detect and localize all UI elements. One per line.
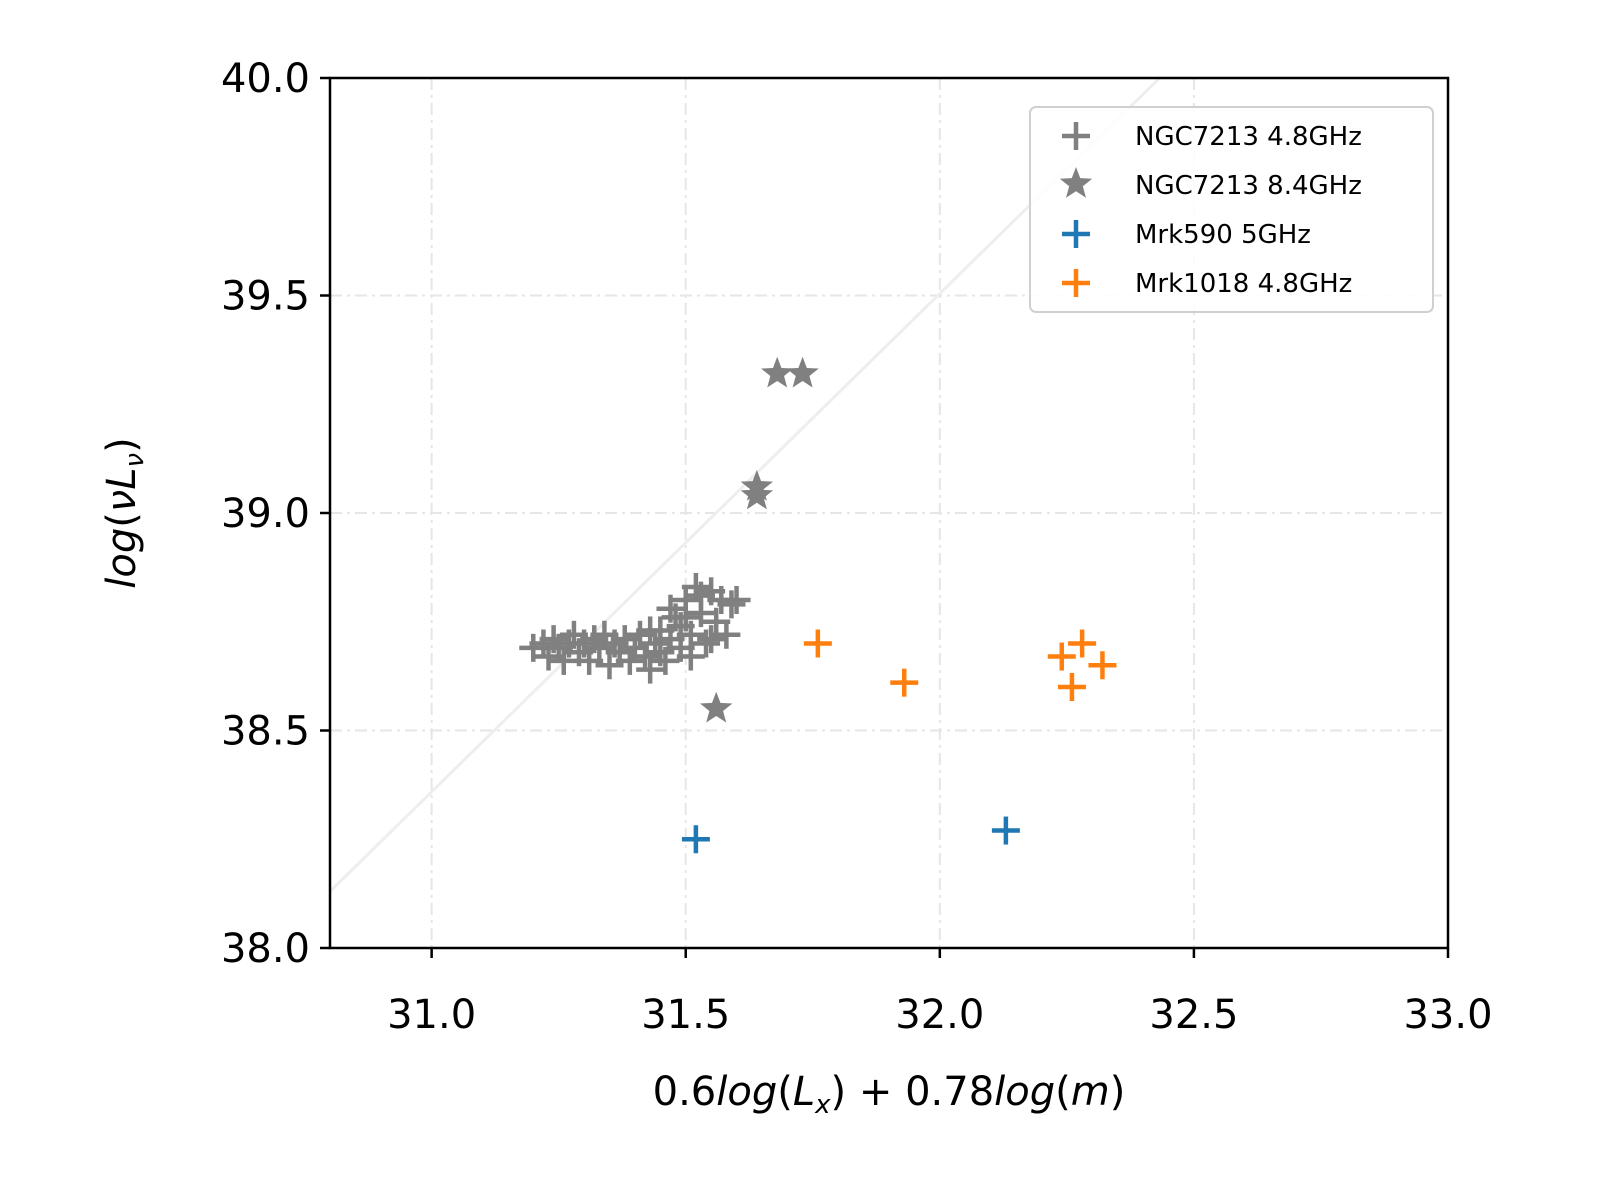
series-1-point bbox=[761, 356, 794, 388]
x-tick-label: 33.0 bbox=[1403, 992, 1492, 1038]
series-1-point bbox=[700, 691, 733, 723]
legend-label: NGC7213 4.8GHz bbox=[1135, 122, 1362, 152]
series-2-point bbox=[991, 816, 1020, 845]
legend-marker-star bbox=[1059, 167, 1093, 198]
series-3-point bbox=[1047, 642, 1076, 671]
legend-marker-plus bbox=[1062, 269, 1090, 297]
legend-entry: Mrk1018 4.8GHz bbox=[1062, 269, 1352, 299]
y-tick-label: 38.0 bbox=[221, 926, 310, 972]
legend-box bbox=[1029, 106, 1434, 313]
series-0-point bbox=[636, 655, 665, 684]
legend-entry: NGC7213 8.4GHz bbox=[1059, 167, 1362, 201]
series-2-point bbox=[681, 825, 710, 854]
series-0-point bbox=[717, 590, 746, 619]
series-1-point bbox=[786, 356, 819, 388]
legend-label: NGC7213 8.4GHz bbox=[1135, 171, 1362, 201]
x-tick-label: 32.0 bbox=[895, 992, 984, 1038]
y-tick-label: 40.0 bbox=[221, 56, 310, 102]
series-0-point bbox=[712, 620, 741, 649]
series-3-point bbox=[1088, 651, 1117, 680]
series-0-point bbox=[585, 633, 614, 662]
y-tick-label: 38.5 bbox=[221, 709, 310, 755]
series-3-point bbox=[1057, 673, 1086, 701]
y-tick-label: 39.0 bbox=[221, 491, 310, 537]
legend: NGC7213 4.8GHz NGC7213 8.4GHz Mrk590 5GHz M… bbox=[1029, 106, 1434, 313]
data-points bbox=[519, 356, 1117, 854]
series-1-point bbox=[740, 478, 774, 510]
legend-label: Mrk590 5GHz bbox=[1135, 220, 1311, 250]
series-0-point bbox=[646, 638, 675, 667]
x-tick-label: 31.0 bbox=[387, 992, 476, 1038]
series-3-point bbox=[890, 668, 919, 697]
y-axis-label: log(νLν) bbox=[99, 437, 150, 588]
series-0-point bbox=[722, 586, 751, 614]
series-0-point bbox=[671, 603, 700, 632]
series-3-point bbox=[1068, 629, 1097, 658]
reference-line bbox=[330, 78, 1162, 893]
series-0-point bbox=[686, 581, 715, 610]
legend-entry: Mrk590 5GHz bbox=[1062, 220, 1311, 250]
legend-label: Mrk1018 4.8GHz bbox=[1135, 269, 1352, 299]
series-0-point bbox=[549, 646, 578, 675]
y-tick-label: 39.5 bbox=[221, 274, 310, 320]
series-0-point bbox=[636, 616, 665, 645]
series-0-point bbox=[656, 594, 685, 623]
axis-ticks: 31.0 31.5 32.0 32.5 33.0 38.0 38.5 39.0 39.5 40.0 bbox=[221, 56, 1493, 1038]
x-tick-label: 31.5 bbox=[641, 992, 730, 1038]
reference-line-segment bbox=[330, 78, 1162, 893]
x-axis-label: 0.6log(Lx) + 0.78log(m) bbox=[653, 1069, 1126, 1120]
series-3-point bbox=[803, 629, 832, 658]
x-tick-label: 32.5 bbox=[1149, 992, 1238, 1038]
legend-marker-plus bbox=[1062, 122, 1090, 150]
series-0-point bbox=[697, 625, 726, 654]
legend-marker-plus bbox=[1062, 220, 1090, 248]
series-0-point bbox=[676, 642, 705, 671]
legend-entry: NGC7213 4.8GHz bbox=[1062, 122, 1362, 152]
series-0-point bbox=[615, 646, 644, 675]
series-0-point bbox=[692, 629, 721, 658]
